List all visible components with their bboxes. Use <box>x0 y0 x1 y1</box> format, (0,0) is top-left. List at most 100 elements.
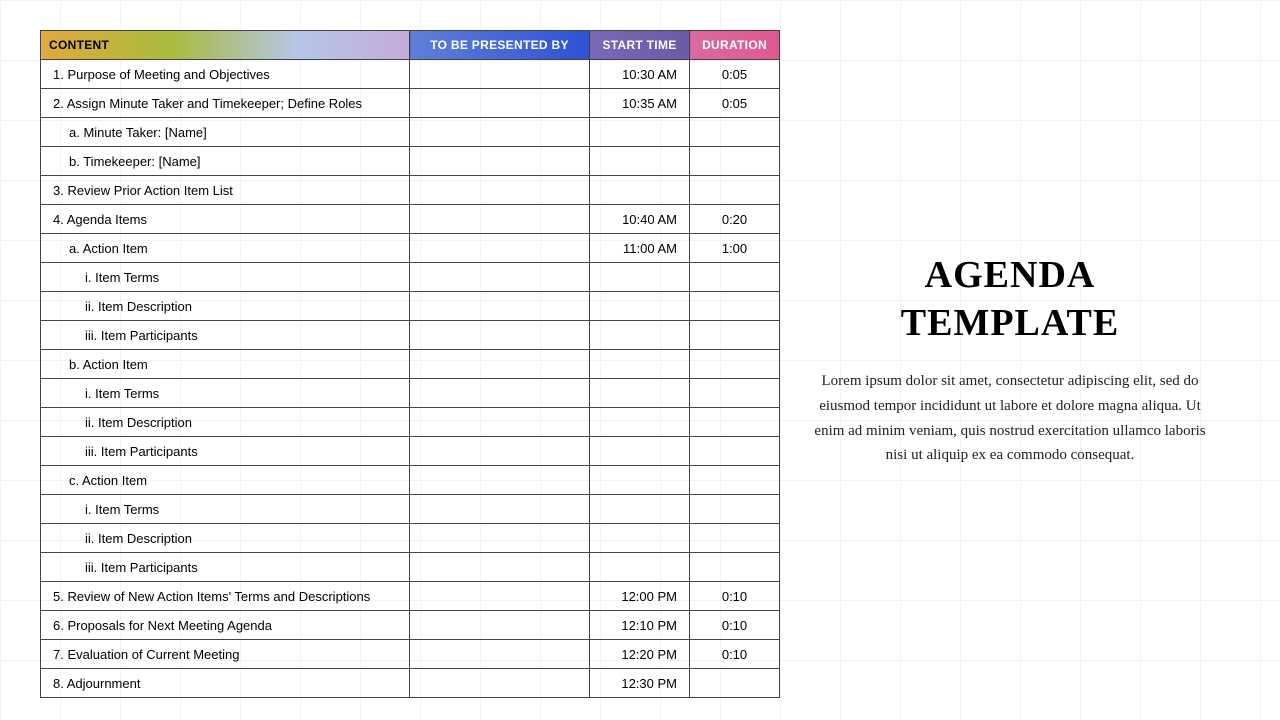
cell-content: a. Action Item <box>41 234 410 263</box>
cell-start-time <box>590 437 690 466</box>
cell-start-time: 10:35 AM <box>590 89 690 118</box>
header-content: CONTENT <box>41 31 410 60</box>
cell-presented-by <box>410 640 590 669</box>
table-row: i. Item Terms <box>41 495 780 524</box>
table-row: ii. Item Description <box>41 292 780 321</box>
title-line-1: AGENDA <box>925 254 1096 296</box>
cell-duration <box>690 466 780 495</box>
cell-content: 5. Review of New Action Items' Terms and… <box>41 582 410 611</box>
cell-start-time <box>590 350 690 379</box>
cell-content: i. Item Terms <box>41 379 410 408</box>
cell-content: 3. Review Prior Action Item List <box>41 176 410 205</box>
cell-start-time: 12:00 PM <box>590 582 690 611</box>
cell-content: iii. Item Participants <box>41 437 410 466</box>
cell-start-time: 10:30 AM <box>590 60 690 89</box>
cell-presented-by <box>410 176 590 205</box>
cell-start-time <box>590 408 690 437</box>
cell-content: ii. Item Description <box>41 408 410 437</box>
table-row: 5. Review of New Action Items' Terms and… <box>41 582 780 611</box>
cell-presented-by <box>410 437 590 466</box>
table-row: c. Action Item <box>41 466 780 495</box>
page-title: AGENDA TEMPLATE <box>901 252 1119 347</box>
cell-presented-by <box>410 234 590 263</box>
cell-content: b. Action Item <box>41 350 410 379</box>
cell-duration <box>690 263 780 292</box>
cell-presented-by <box>410 408 590 437</box>
cell-start-time <box>590 379 690 408</box>
cell-start-time: 12:20 PM <box>590 640 690 669</box>
cell-content: iii. Item Participants <box>41 553 410 582</box>
cell-content: 8. Adjournment <box>41 669 410 698</box>
table-row: 3. Review Prior Action Item List <box>41 176 780 205</box>
table-row: 6. Proposals for Next Meeting Agenda 12:1… <box>41 611 780 640</box>
cell-content: i. Item Terms <box>41 263 410 292</box>
cell-presented-by <box>410 582 590 611</box>
table-row: 1. Purpose of Meeting and Objectives 10:3… <box>41 60 780 89</box>
cell-start-time: 12:10 PM <box>590 611 690 640</box>
cell-start-time <box>590 553 690 582</box>
cell-content: iii. Item Participants <box>41 321 410 350</box>
cell-duration <box>690 176 780 205</box>
header-duration: DURATION <box>690 31 780 60</box>
cell-content: 1. Purpose of Meeting and Objectives <box>41 60 410 89</box>
cell-presented-by <box>410 669 590 698</box>
agenda-table: CONTENT TO BE PRESENTED BY START TIME DU… <box>40 30 780 698</box>
cell-duration <box>690 118 780 147</box>
cell-duration <box>690 147 780 176</box>
cell-start-time <box>590 524 690 553</box>
cell-duration <box>690 437 780 466</box>
cell-duration <box>690 292 780 321</box>
cell-presented-by <box>410 147 590 176</box>
cell-presented-by <box>410 263 590 292</box>
cell-presented-by <box>410 205 590 234</box>
cell-start-time <box>590 292 690 321</box>
cell-duration <box>690 408 780 437</box>
cell-duration <box>690 350 780 379</box>
table-row: iii. Item Participants <box>41 553 780 582</box>
cell-content: ii. Item Description <box>41 292 410 321</box>
cell-presented-by <box>410 495 590 524</box>
cell-duration: 0:10 <box>690 640 780 669</box>
table-row: 2. Assign Minute Taker and Timekeeper; D… <box>41 89 780 118</box>
cell-duration <box>690 524 780 553</box>
cell-presented-by <box>410 466 590 495</box>
cell-content: b. Timekeeper: [Name] <box>41 147 410 176</box>
cell-start-time <box>590 176 690 205</box>
table-row: a. Minute Taker: [Name] <box>41 118 780 147</box>
table-row: iii. Item Participants <box>41 437 780 466</box>
cell-duration <box>690 379 780 408</box>
table-row: 8. Adjournment 12:30 PM <box>41 669 780 698</box>
table-row: 4. Agenda Items10:40 AM0:20 <box>41 205 780 234</box>
header-presented-by: TO BE PRESENTED BY <box>410 31 590 60</box>
cell-presented-by <box>410 321 590 350</box>
cell-presented-by <box>410 379 590 408</box>
cell-content: 6. Proposals for Next Meeting Agenda <box>41 611 410 640</box>
cell-duration: 0:05 <box>690 89 780 118</box>
cell-presented-by <box>410 524 590 553</box>
table-row: i. Item Terms <box>41 379 780 408</box>
cell-presented-by <box>410 89 590 118</box>
cell-duration: 0:10 <box>690 582 780 611</box>
cell-content: 7. Evaluation of Current Meeting <box>41 640 410 669</box>
cell-start-time <box>590 263 690 292</box>
cell-presented-by <box>410 350 590 379</box>
table-header-row: CONTENT TO BE PRESENTED BY START TIME DU… <box>41 31 780 60</box>
cell-duration <box>690 553 780 582</box>
cell-start-time <box>590 466 690 495</box>
table-row: ii. Item Description <box>41 524 780 553</box>
header-start-time: START TIME <box>590 31 690 60</box>
sidebar: AGENDA TEMPLATE Lorem ipsum dolor sit am… <box>780 30 1240 690</box>
table-row: iii. Item Participants <box>41 321 780 350</box>
cell-start-time <box>590 118 690 147</box>
cell-content: c. Action Item <box>41 466 410 495</box>
cell-start-time: 12:30 PM <box>590 669 690 698</box>
table-row: i. Item Terms <box>41 263 780 292</box>
table-row: b. Action Item <box>41 350 780 379</box>
cell-presented-by <box>410 611 590 640</box>
cell-presented-by <box>410 292 590 321</box>
cell-start-time: 10:40 AM <box>590 205 690 234</box>
cell-duration <box>690 495 780 524</box>
cell-content: 2. Assign Minute Taker and Timekeeper; D… <box>41 89 410 118</box>
cell-start-time: 11:00 AM <box>590 234 690 263</box>
title-line-2: TEMPLATE <box>901 302 1119 344</box>
